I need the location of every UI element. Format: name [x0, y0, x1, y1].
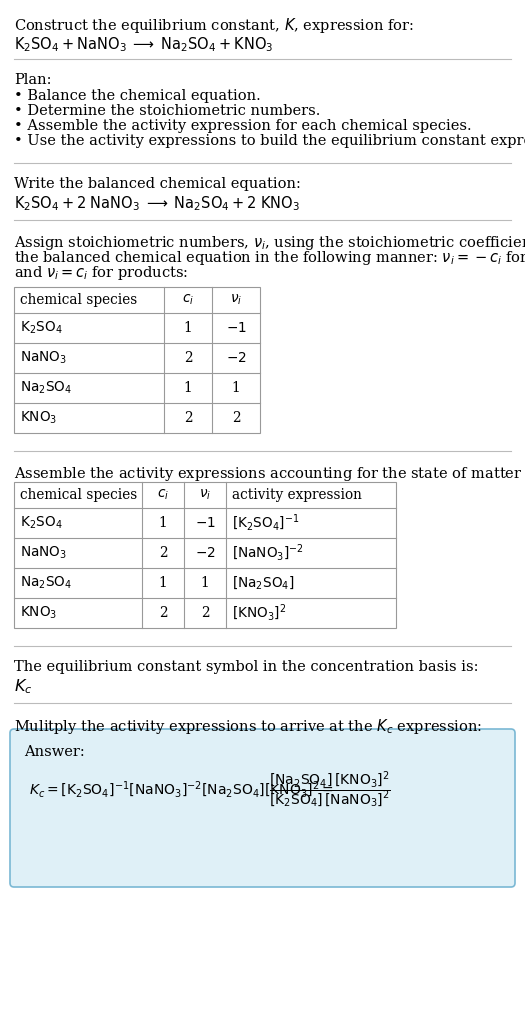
- Text: $c_i$: $c_i$: [157, 488, 169, 502]
- Text: Construct the equilibrium constant, $K$, expression for:: Construct the equilibrium constant, $K$,…: [14, 16, 414, 35]
- Text: $c_i$: $c_i$: [182, 293, 194, 307]
- Text: 2: 2: [159, 546, 167, 560]
- Text: 2: 2: [184, 351, 192, 365]
- Text: chemical species: chemical species: [20, 488, 137, 502]
- Text: 2: 2: [184, 411, 192, 425]
- Text: $-1$: $-1$: [195, 516, 215, 530]
- Text: 2: 2: [159, 606, 167, 620]
- Text: $\mathrm{Na_2SO_4}$: $\mathrm{Na_2SO_4}$: [20, 380, 72, 396]
- Text: • Assemble the activity expression for each chemical species.: • Assemble the activity expression for e…: [14, 119, 471, 133]
- Text: • Balance the chemical equation.: • Balance the chemical equation.: [14, 89, 261, 103]
- Text: Assign stoichiometric numbers, $\nu_i$, using the stoichiometric coefficients, $: Assign stoichiometric numbers, $\nu_i$, …: [14, 234, 525, 252]
- Text: Assemble the activity expressions accounting for the state of matter and $\nu_i$: Assemble the activity expressions accoun…: [14, 465, 525, 483]
- Text: $\mathrm{KNO_3}$: $\mathrm{KNO_3}$: [20, 605, 57, 621]
- Text: $\mathrm{K_2SO_4}$: $\mathrm{K_2SO_4}$: [20, 515, 62, 531]
- Text: $-1$: $-1$: [226, 321, 246, 335]
- Bar: [14, 482, 396, 628]
- Text: $[\mathrm{NaNO_3}]^{-2}$: $[\mathrm{NaNO_3}]^{-2}$: [232, 543, 304, 563]
- Text: 1: 1: [232, 381, 240, 395]
- Text: • Use the activity expressions to build the equilibrium constant expression.: • Use the activity expressions to build …: [14, 134, 525, 148]
- Text: activity expression: activity expression: [232, 488, 362, 502]
- Text: 1: 1: [159, 516, 167, 530]
- Text: 1: 1: [201, 576, 209, 590]
- Text: $-2$: $-2$: [226, 351, 246, 365]
- Text: the balanced chemical equation in the following manner: $\nu_i = -c_i$ for react: the balanced chemical equation in the fo…: [14, 249, 525, 267]
- Text: $\mathrm{K_2SO_4}$: $\mathrm{K_2SO_4}$: [20, 320, 62, 336]
- Text: The equilibrium constant symbol in the concentration basis is:: The equilibrium constant symbol in the c…: [14, 660, 478, 674]
- Text: $\nu_i$: $\nu_i$: [199, 488, 211, 502]
- Text: $\nu_i$: $\nu_i$: [230, 293, 242, 307]
- Text: $\mathrm{NaNO_3}$: $\mathrm{NaNO_3}$: [20, 545, 67, 561]
- Text: chemical species: chemical species: [20, 293, 137, 307]
- Text: $[\mathrm{KNO_3}]^2$: $[\mathrm{KNO_3}]^2$: [232, 602, 286, 623]
- Text: $K_c$: $K_c$: [14, 677, 33, 696]
- Text: $\dfrac{[\mathrm{Na_2SO_4}]\,[\mathrm{KNO_3}]^2}{[\mathrm{K_2SO_4}]\,[\mathrm{Na: $\dfrac{[\mathrm{Na_2SO_4}]\,[\mathrm{KN…: [269, 770, 391, 810]
- Text: Mulitply the activity expressions to arrive at the $K_c$ expression:: Mulitply the activity expressions to arr…: [14, 717, 482, 736]
- Text: Plan:: Plan:: [14, 73, 51, 87]
- Text: $\mathrm{Na_2SO_4}$: $\mathrm{Na_2SO_4}$: [20, 575, 72, 591]
- Text: 2: 2: [201, 606, 209, 620]
- Text: $[\mathrm{Na_2SO_4}]$: $[\mathrm{Na_2SO_4}]$: [232, 575, 295, 591]
- Text: $K_c = [\mathrm{K_2SO_4}]^{-1}[\mathrm{NaNO_3}]^{-2}[\mathrm{Na_2SO_4}][\mathrm{: $K_c = [\mathrm{K_2SO_4}]^{-1}[\mathrm{N…: [29, 780, 334, 801]
- Text: $\mathrm{KNO_3}$: $\mathrm{KNO_3}$: [20, 409, 57, 426]
- Text: 2: 2: [232, 411, 240, 425]
- FancyBboxPatch shape: [10, 729, 515, 887]
- Text: $\mathrm{NaNO_3}$: $\mathrm{NaNO_3}$: [20, 350, 67, 366]
- Text: Write the balanced chemical equation:: Write the balanced chemical equation:: [14, 177, 301, 191]
- Text: $-2$: $-2$: [195, 546, 215, 560]
- Text: $[\mathrm{K_2SO_4}]^{-1}$: $[\mathrm{K_2SO_4}]^{-1}$: [232, 513, 299, 533]
- Text: Answer:: Answer:: [24, 745, 85, 759]
- Text: • Determine the stoichiometric numbers.: • Determine the stoichiometric numbers.: [14, 104, 320, 118]
- Text: 1: 1: [159, 576, 167, 590]
- Text: 1: 1: [184, 321, 192, 335]
- Text: and $\nu_i = c_i$ for products:: and $\nu_i = c_i$ for products:: [14, 264, 188, 282]
- Text: $\mathrm{K_2SO_4 + NaNO_3 \;\longrightarrow\; Na_2SO_4 + KNO_3}$: $\mathrm{K_2SO_4 + NaNO_3 \;\longrightar…: [14, 35, 274, 54]
- Text: $\mathrm{K_2SO_4 + 2\;NaNO_3 \;\longrightarrow\; Na_2SO_4 + 2\;KNO_3}$: $\mathrm{K_2SO_4 + 2\;NaNO_3 \;\longrigh…: [14, 194, 300, 212]
- Bar: [14, 287, 260, 433]
- Text: 1: 1: [184, 381, 192, 395]
